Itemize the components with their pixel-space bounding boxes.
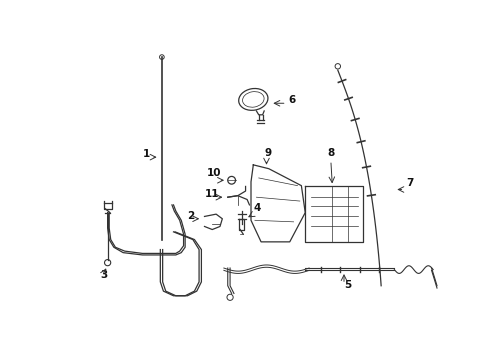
Text: 1: 1 [143, 149, 150, 159]
Text: 6: 6 [287, 95, 295, 105]
Text: 2: 2 [186, 211, 194, 221]
Text: 8: 8 [326, 148, 333, 158]
Text: 3: 3 [100, 270, 107, 280]
Text: 5: 5 [343, 280, 350, 290]
Text: 9: 9 [264, 148, 271, 158]
Text: 4: 4 [253, 203, 260, 213]
Text: 10: 10 [206, 168, 221, 177]
Text: 11: 11 [205, 189, 219, 199]
Text: 7: 7 [405, 177, 412, 188]
